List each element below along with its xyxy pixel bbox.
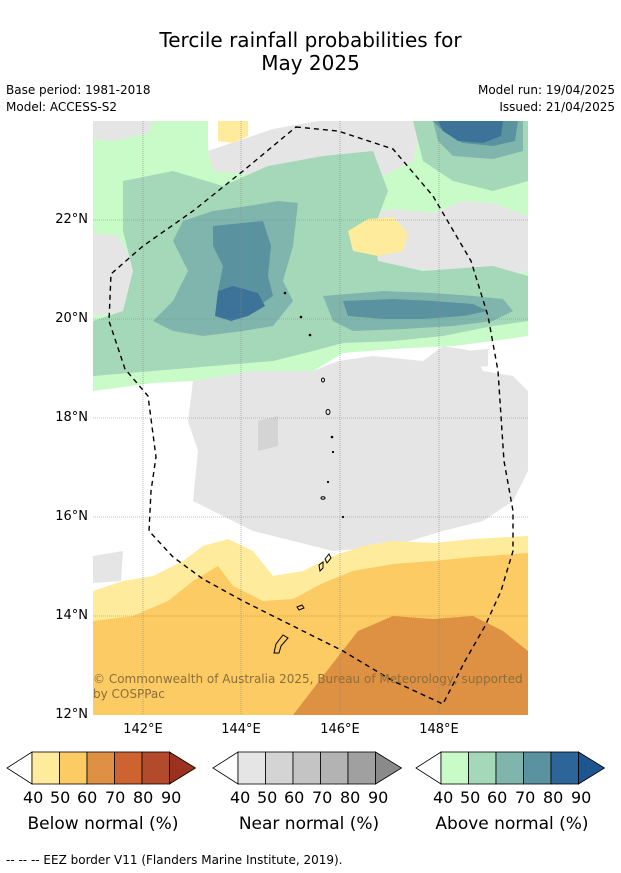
above-tick-60: 60 (487, 788, 508, 807)
colorbar-swatch (320, 751, 349, 785)
lon-label-142: 142°E (123, 722, 163, 737)
colorbar-swatch (495, 751, 524, 785)
below-normal-region (293, 616, 528, 715)
colorbar-max-triangle (578, 751, 606, 785)
colorbar-min-triangle (415, 751, 442, 785)
colorbar-swatch (550, 751, 579, 785)
colorbar-swatch (292, 751, 321, 785)
below-tick-70: 70 (105, 788, 126, 807)
below-tick-90: 90 (161, 788, 182, 807)
lat-label-22: 22°N (55, 212, 88, 227)
base-period-text: Base period: 1981-2018 (6, 83, 151, 97)
lat-label-12: 12°N (55, 707, 88, 722)
eez-border (108, 126, 514, 705)
near-tick-70: 70 (312, 788, 333, 807)
model-text: Model: ACCESS-S2 (6, 100, 118, 114)
near-tick-80: 80 (340, 788, 361, 807)
near-tick-60: 60 (284, 788, 305, 807)
map-title-line2: May 2025 (261, 51, 360, 75)
above-tick-70: 70 (515, 788, 536, 807)
lat-label-20: 20°N (55, 311, 88, 326)
colorbar-max-triangle (375, 751, 403, 785)
above-tick-90: 90 (571, 788, 592, 807)
above-tick-80: 80 (543, 788, 564, 807)
below-normal-colorbar (6, 751, 197, 785)
above-normal-region (215, 121, 503, 321)
colorbar-max-triangle (169, 751, 197, 785)
colorbar-swatch (114, 751, 143, 785)
near-tick-40: 40 (230, 788, 251, 807)
lon-label-146: 146°E (320, 722, 360, 737)
below-tick-80: 80 (133, 788, 154, 807)
colorbar-min-triangle (6, 751, 33, 785)
copyright-text: © Commonwealth of Australia 2025, Bureau… (93, 672, 523, 701)
colorbar-swatch (347, 751, 376, 785)
colorbar-swatch (468, 751, 497, 785)
colorbar-swatch (141, 751, 170, 785)
below-normal-region (348, 217, 408, 256)
colorbar-swatch (59, 751, 88, 785)
colorbar-min-triangle (212, 751, 239, 785)
lon-label-144: 144°E (221, 722, 261, 737)
above-tick-40: 40 (433, 788, 454, 807)
near-tick-50: 50 (257, 788, 278, 807)
near-tick-90: 90 (368, 788, 389, 807)
below-tick-50: 50 (50, 788, 71, 807)
issued-text: Issued: 21/04/2025 (499, 100, 615, 114)
above-normal-title: Above normal (%) (435, 814, 589, 834)
colorbar-swatch (265, 751, 294, 785)
graticule (93, 121, 528, 715)
above-tick-50: 50 (460, 788, 481, 807)
near-normal-colorbar (212, 751, 403, 785)
colorbar-swatch (237, 751, 266, 785)
colorbar-swatch (31, 751, 60, 785)
below-normal-region (218, 121, 248, 143)
colorbar-swatch (523, 751, 552, 785)
lat-label-16: 16°N (55, 509, 88, 524)
below-tick-60: 60 (77, 788, 98, 807)
model-run-text: Model run: 19/04/2025 (477, 83, 615, 97)
colorbar-swatch (86, 751, 115, 785)
near-normal-region (258, 416, 278, 451)
islands (273, 291, 345, 654)
near-normal-title: Near normal (%) (238, 814, 380, 834)
lon-label-148: 148°E (419, 722, 459, 737)
eez-footer-note: -- -- -- EEZ border V11 (Flanders Marine… (6, 853, 343, 867)
above-normal-colorbar (415, 751, 606, 785)
lat-label-14: 14°N (55, 608, 88, 623)
near-normal-region (93, 121, 528, 583)
below-tick-40: 40 (23, 788, 44, 807)
forecast-map (93, 121, 528, 715)
map-title-line1: Tercile rainfall probabilities for (159, 28, 462, 52)
lat-label-18: 18°N (55, 410, 88, 425)
below-normal-title: Below normal (%) (27, 814, 179, 834)
colorbar-swatch (440, 751, 469, 785)
